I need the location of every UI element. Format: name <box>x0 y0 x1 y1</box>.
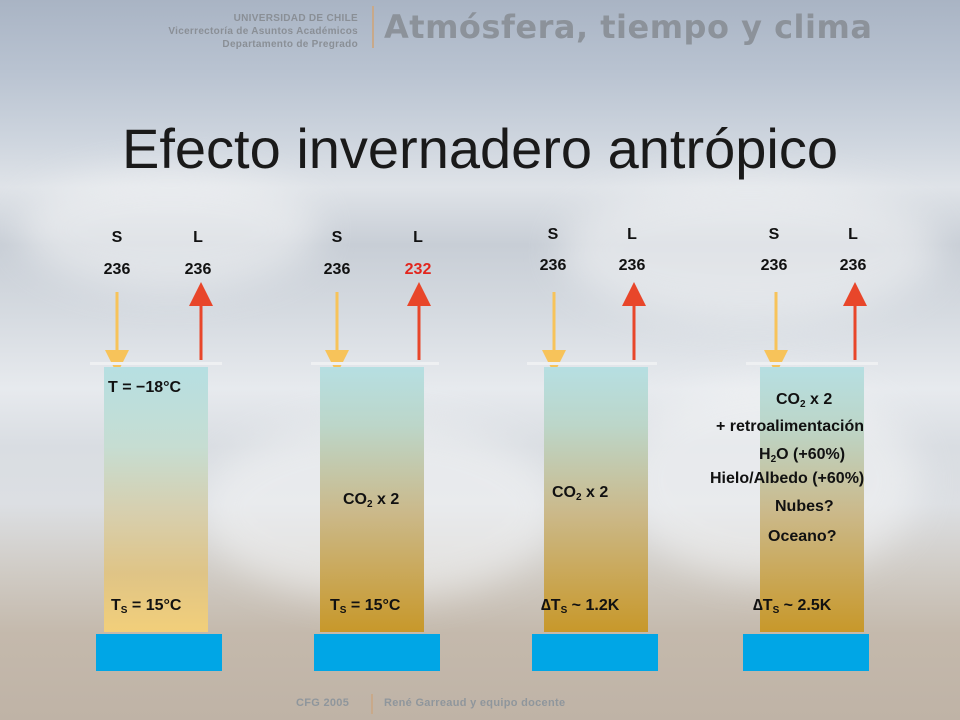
l-value: 232 <box>404 261 432 278</box>
top-of-atmosphere-line <box>311 362 439 365</box>
top-of-atmosphere-line <box>90 362 222 365</box>
l-value: 236 <box>618 257 646 274</box>
co2-label: CO2 x 2 <box>552 484 609 503</box>
atmosphere-layer <box>320 367 424 632</box>
s-value: 236 <box>323 261 351 278</box>
ocean-surface <box>314 634 440 671</box>
ice-albedo-label: Hielo/Albedo (+60%) <box>710 470 865 487</box>
s-label: S <box>768 226 780 243</box>
feedback-label: + retroalimentación <box>716 418 865 435</box>
footer-year: CFG 2005 <box>296 697 350 709</box>
header-divider <box>372 6 374 48</box>
cloud-shape <box>20 170 320 290</box>
co2-label: CO2 x 2 <box>776 391 833 410</box>
s-label: S <box>331 229 343 246</box>
water-vapor-label: H2O (+60%) <box>759 446 846 465</box>
surface-temperature: TS = 15°C <box>111 597 182 616</box>
top-temperature: T = −18°C <box>108 379 182 396</box>
ocean-surface <box>96 634 222 671</box>
s-label: S <box>547 226 559 243</box>
l-value: 236 <box>839 257 867 274</box>
surface-temperature-change: ∆TS ~ 1.2K <box>541 597 620 616</box>
course-title: Atmósfera, tiempo y clima <box>384 8 873 46</box>
surface-temperature: TS = 15°C <box>330 597 401 616</box>
l-label: L <box>413 229 423 246</box>
atmosphere-layer <box>760 367 864 632</box>
column-3-arrows <box>542 282 646 374</box>
vicerrectoria-name: Vicerrectoría de Asuntos Académicos <box>168 26 358 37</box>
slide-title: Efecto invernadero antrópico <box>122 117 838 180</box>
s-label: S <box>111 229 123 246</box>
departamento-name: Departamento de Pregrado <box>222 39 358 50</box>
l-label: L <box>627 226 637 243</box>
top-of-atmosphere-line <box>527 362 657 365</box>
university-name: UNIVERSIDAD DE CHILE <box>233 13 358 24</box>
l-label: L <box>848 226 858 243</box>
ocean-surface <box>743 634 869 671</box>
footer-authors: René Garreaud y equipo docente <box>384 697 566 709</box>
ocean-label: Oceano? <box>768 528 837 545</box>
l-label: L <box>193 229 203 246</box>
column-2-arrows <box>325 282 431 374</box>
column-4-arrows <box>764 282 867 374</box>
clouds-label: Nubes? <box>775 498 834 515</box>
column-1-arrows <box>105 282 213 374</box>
s-value: 236 <box>539 257 567 274</box>
l-value: 236 <box>184 261 212 278</box>
s-value: 236 <box>103 261 131 278</box>
footer-divider <box>371 694 373 714</box>
ocean-surface <box>532 634 658 671</box>
co2-label: CO2 x 2 <box>343 491 400 510</box>
surface-temperature-change: ∆TS ~ 2.5K <box>753 597 832 616</box>
atmosphere-layer <box>544 367 648 632</box>
top-of-atmosphere-line <box>746 362 878 365</box>
s-value: 236 <box>760 257 788 274</box>
university-header: UNIVERSIDAD DE CHILE Vicerrectoría de As… <box>150 12 358 51</box>
atmosphere-layer <box>104 367 208 632</box>
